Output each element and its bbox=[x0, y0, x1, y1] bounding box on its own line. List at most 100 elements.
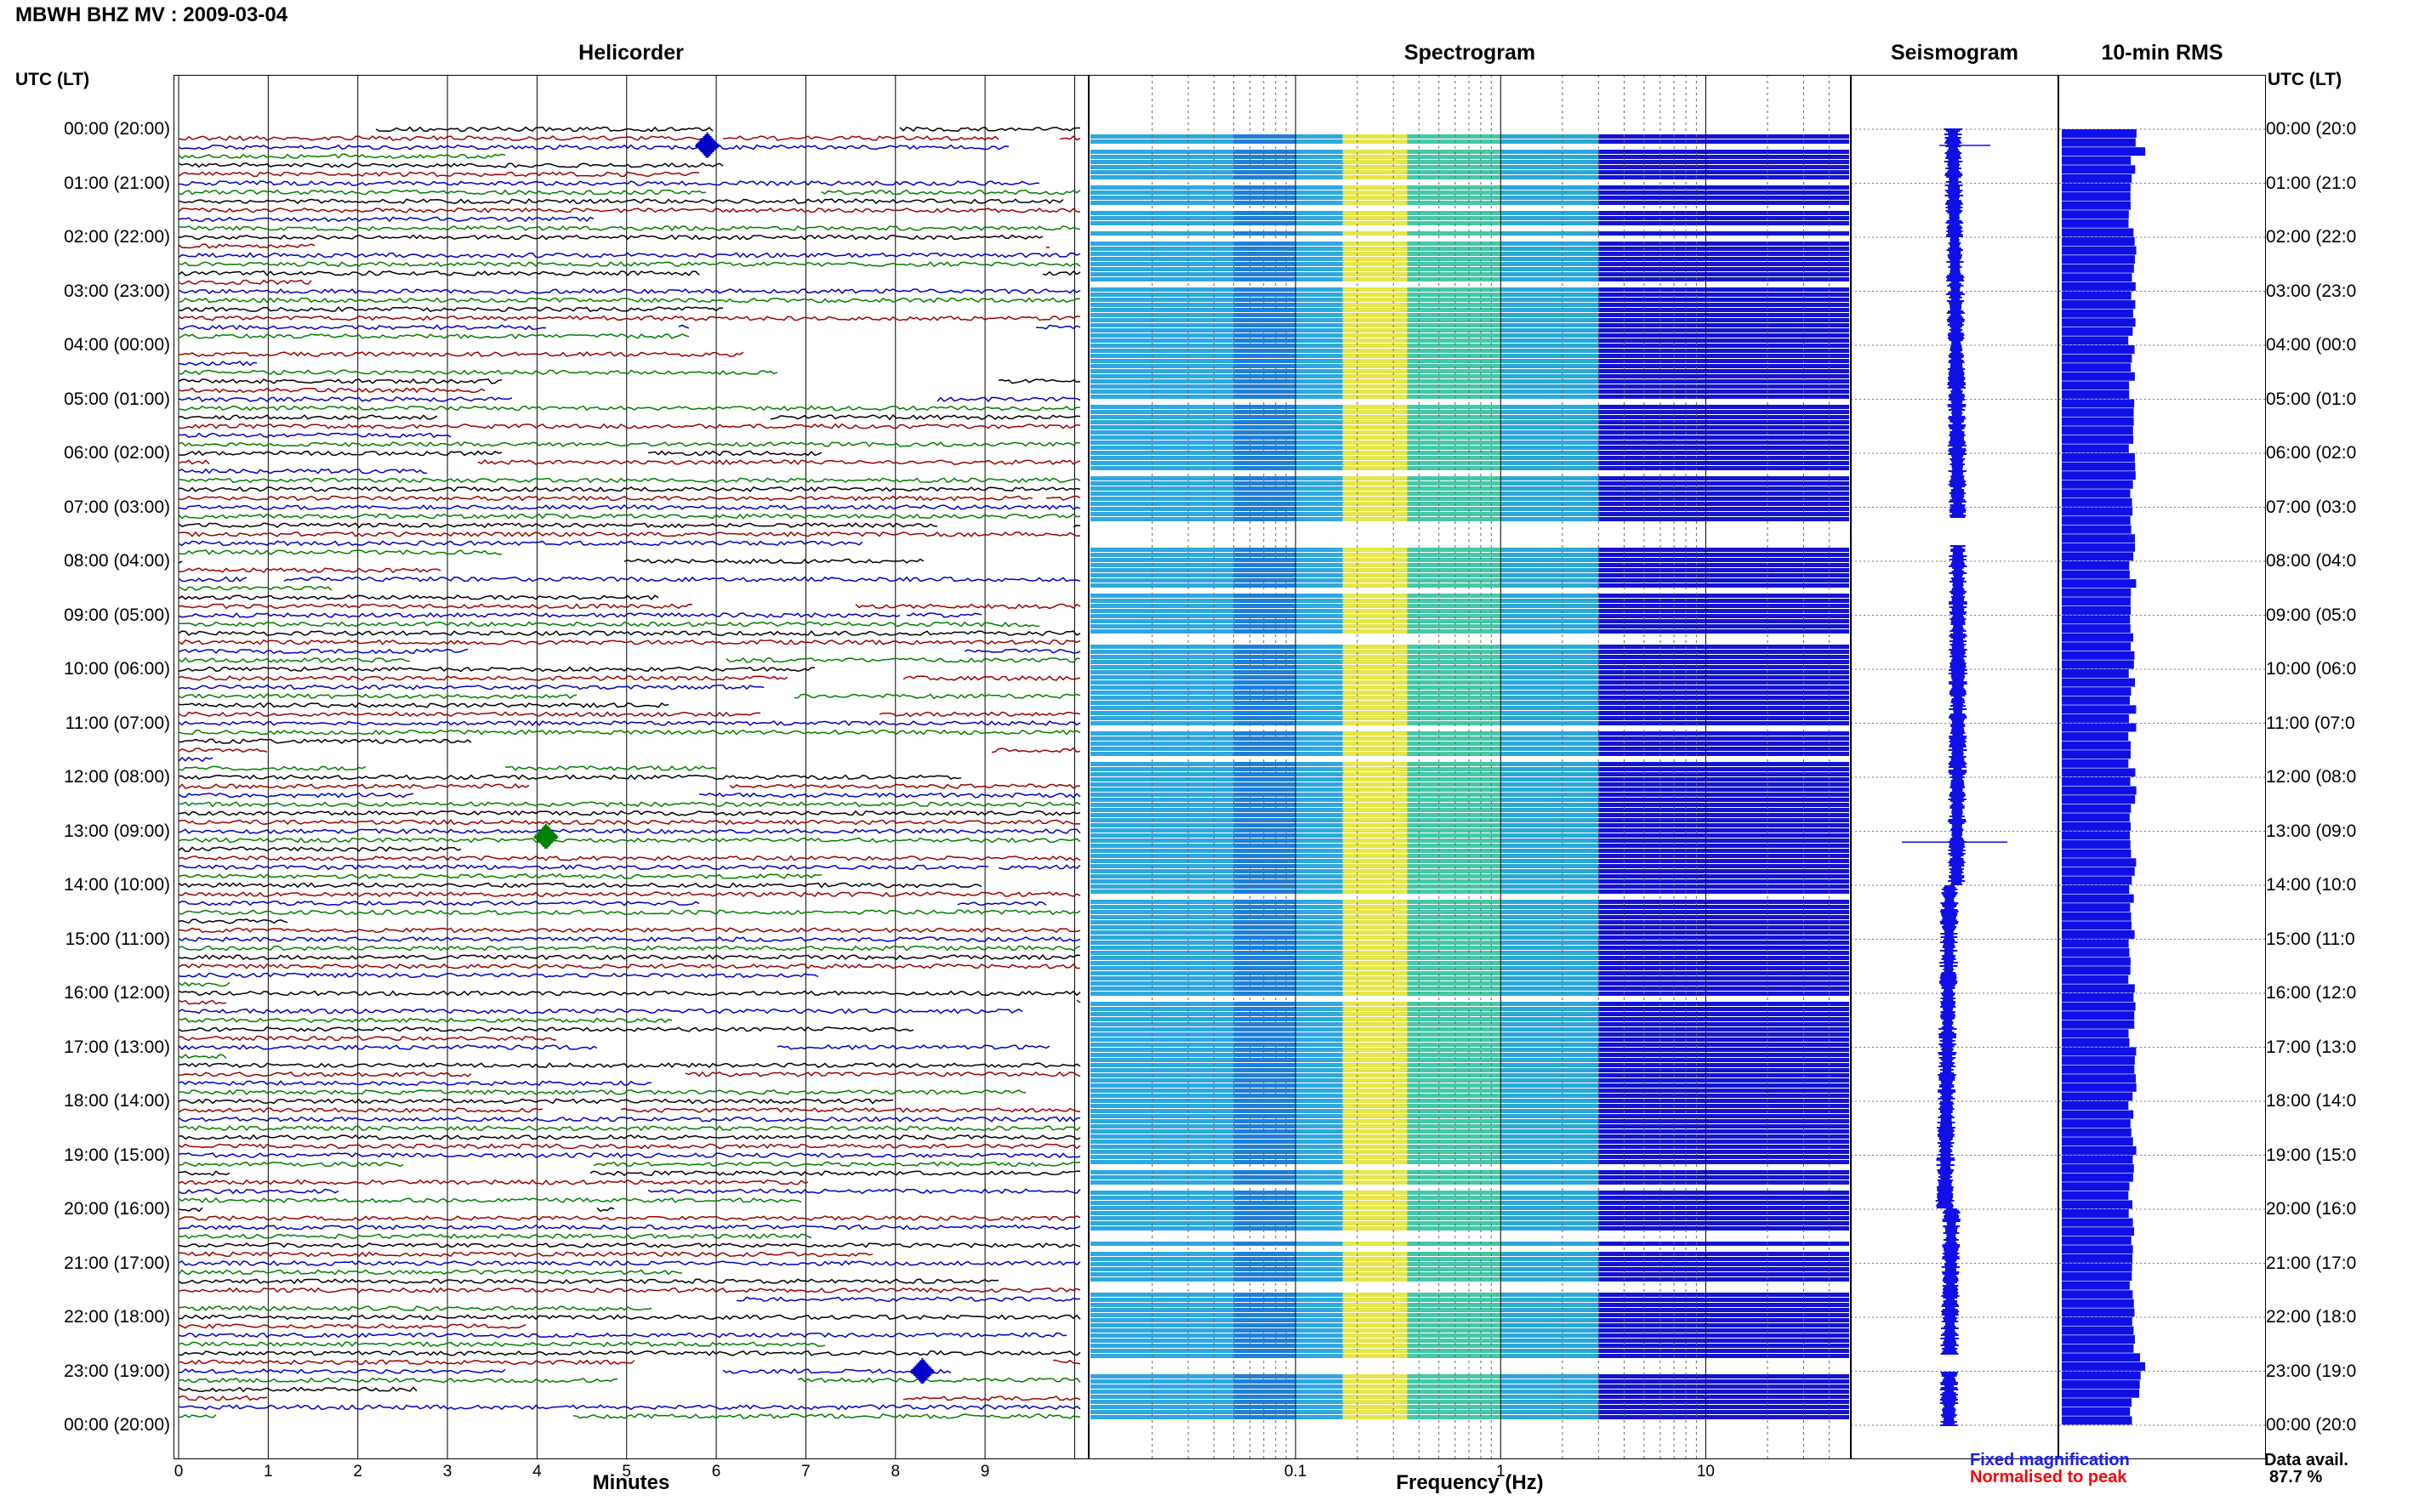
spectrogram-band bbox=[1090, 650, 1234, 654]
rms-bar bbox=[2062, 1173, 2133, 1182]
spectrogram-band bbox=[1598, 747, 1849, 751]
spectrogram-band bbox=[1598, 813, 1849, 817]
spectrogram-band bbox=[1500, 1073, 1599, 1077]
spectrogram-band bbox=[1407, 1032, 1501, 1037]
spectrogram-band bbox=[1295, 793, 1343, 797]
spectrogram-band bbox=[1295, 956, 1343, 960]
spectrogram-band bbox=[1342, 655, 1408, 659]
spectrogram-band bbox=[1598, 369, 1849, 373]
spectrogram-band bbox=[1407, 696, 1501, 700]
spectrogram-band bbox=[1407, 1007, 1501, 1011]
spectrogram-band bbox=[1500, 1313, 1599, 1317]
spectrogram-band bbox=[1295, 247, 1343, 251]
rms-bar bbox=[2062, 426, 2133, 435]
spectrogram-band bbox=[1090, 1384, 1234, 1389]
spectrogram-band bbox=[1090, 777, 1234, 782]
spectrogram-band bbox=[1090, 1032, 1234, 1037]
helicorder-trace-line bbox=[178, 414, 1081, 421]
spectrogram-band bbox=[1500, 1053, 1599, 1057]
spectrogram-band bbox=[1295, 344, 1343, 348]
spectrogram-band bbox=[1295, 277, 1343, 281]
spectrogram-band bbox=[1295, 1114, 1343, 1118]
spectrogram-band bbox=[1090, 1318, 1234, 1322]
spectrogram-band bbox=[1407, 1017, 1501, 1021]
spectrogram-band bbox=[1342, 384, 1408, 389]
spectrogram-band bbox=[1090, 925, 1234, 929]
rms-bar bbox=[2062, 237, 2135, 246]
spectrogram-band bbox=[1342, 1145, 1408, 1149]
spectrogram-row bbox=[1090, 190, 1849, 195]
rms-bar bbox=[2062, 1074, 2137, 1083]
spectrogram-band bbox=[1598, 849, 1849, 853]
spectrogram-band bbox=[1342, 594, 1408, 598]
helicorder-trace-line bbox=[178, 720, 1081, 727]
spectrogram-band bbox=[1090, 313, 1234, 317]
spectrogram-band bbox=[1233, 604, 1296, 608]
spectrogram-band bbox=[1598, 1027, 1849, 1032]
spectrogram-band bbox=[1598, 614, 1849, 618]
spectrogram-band bbox=[1407, 956, 1501, 960]
spectrogram-band bbox=[1090, 1145, 1234, 1149]
helicorder-trace-line bbox=[178, 297, 1081, 304]
helicorder-trace-line bbox=[178, 324, 1081, 331]
spectrogram-band bbox=[1598, 1068, 1849, 1072]
spectrogram-band bbox=[1407, 1145, 1501, 1149]
spectrogram-band bbox=[1598, 716, 1849, 720]
helicorder-trace-line bbox=[178, 819, 1081, 826]
spectrogram-band bbox=[1233, 242, 1296, 246]
spectrogram-band bbox=[1295, 231, 1343, 236]
spectrogram-row bbox=[1090, 1405, 1849, 1409]
spectrogram-band bbox=[1342, 344, 1408, 348]
spectrogram-band bbox=[1342, 762, 1408, 766]
helicorder-trace-line bbox=[178, 486, 1081, 492]
spectrogram-band bbox=[1500, 1037, 1599, 1042]
rms-bar bbox=[2062, 1191, 2129, 1200]
spectrogram-band bbox=[1342, 333, 1408, 338]
rms-bar bbox=[2062, 453, 2135, 462]
spectrogram-band bbox=[1598, 196, 1849, 200]
spectrogram-band bbox=[1342, 1323, 1408, 1327]
spectrogram-band bbox=[1233, 420, 1296, 424]
spectrogram-band bbox=[1407, 961, 1501, 965]
spectrogram-band bbox=[1598, 1058, 1849, 1062]
rms-bar bbox=[2062, 984, 2135, 993]
time-label-right: 10:00 (06:0 bbox=[2266, 659, 2357, 679]
spectrogram-band bbox=[1342, 1242, 1408, 1246]
spectrogram-band bbox=[1090, 645, 1234, 649]
helicorder-trace-line bbox=[178, 1125, 1081, 1132]
spectrogram-band bbox=[1342, 798, 1408, 802]
spectrogram-band bbox=[1407, 1339, 1501, 1343]
spectrogram-band bbox=[1295, 1037, 1343, 1042]
spectrogram-band bbox=[1295, 935, 1343, 940]
spectrogram-band bbox=[1295, 1002, 1343, 1006]
spectrogram-row bbox=[1090, 645, 1849, 649]
spectrogram-band bbox=[1407, 430, 1501, 435]
rms-bar bbox=[2062, 516, 2131, 526]
spectrogram-band bbox=[1598, 966, 1849, 970]
spectrogram-band bbox=[1233, 986, 1296, 991]
spectrogram-band bbox=[1500, 864, 1599, 868]
spectrogram-row bbox=[1090, 170, 1849, 174]
spectrogram-band bbox=[1500, 160, 1599, 164]
spectrogram-band bbox=[1090, 818, 1234, 822]
spectrogram-band bbox=[1295, 155, 1343, 159]
spectrogram-band bbox=[1233, 175, 1296, 179]
spectrogram-band bbox=[1090, 1140, 1234, 1144]
spectrogram-row bbox=[1090, 890, 1849, 894]
spectrogram-band bbox=[1598, 711, 1849, 715]
helicorder-panel bbox=[174, 75, 1089, 1459]
spectrogram-band bbox=[1295, 721, 1343, 725]
helicorder-x-tick: 4 bbox=[532, 1463, 542, 1481]
spectrogram-band bbox=[1233, 548, 1296, 552]
spectrogram-band bbox=[1090, 155, 1234, 159]
spectrogram-band bbox=[1598, 160, 1849, 164]
spectrogram-band bbox=[1407, 486, 1501, 491]
spectrogram-band bbox=[1500, 742, 1599, 746]
spectrogram-row bbox=[1090, 976, 1849, 981]
spectrogram-band bbox=[1342, 1400, 1408, 1404]
spectrogram-row bbox=[1090, 1206, 1849, 1210]
time-label-right: 14:00 (10:0 bbox=[2266, 875, 2357, 895]
spectrogram-band bbox=[1233, 497, 1296, 501]
spectrogram-band bbox=[1500, 1078, 1599, 1083]
spectrogram-band bbox=[1500, 415, 1599, 419]
